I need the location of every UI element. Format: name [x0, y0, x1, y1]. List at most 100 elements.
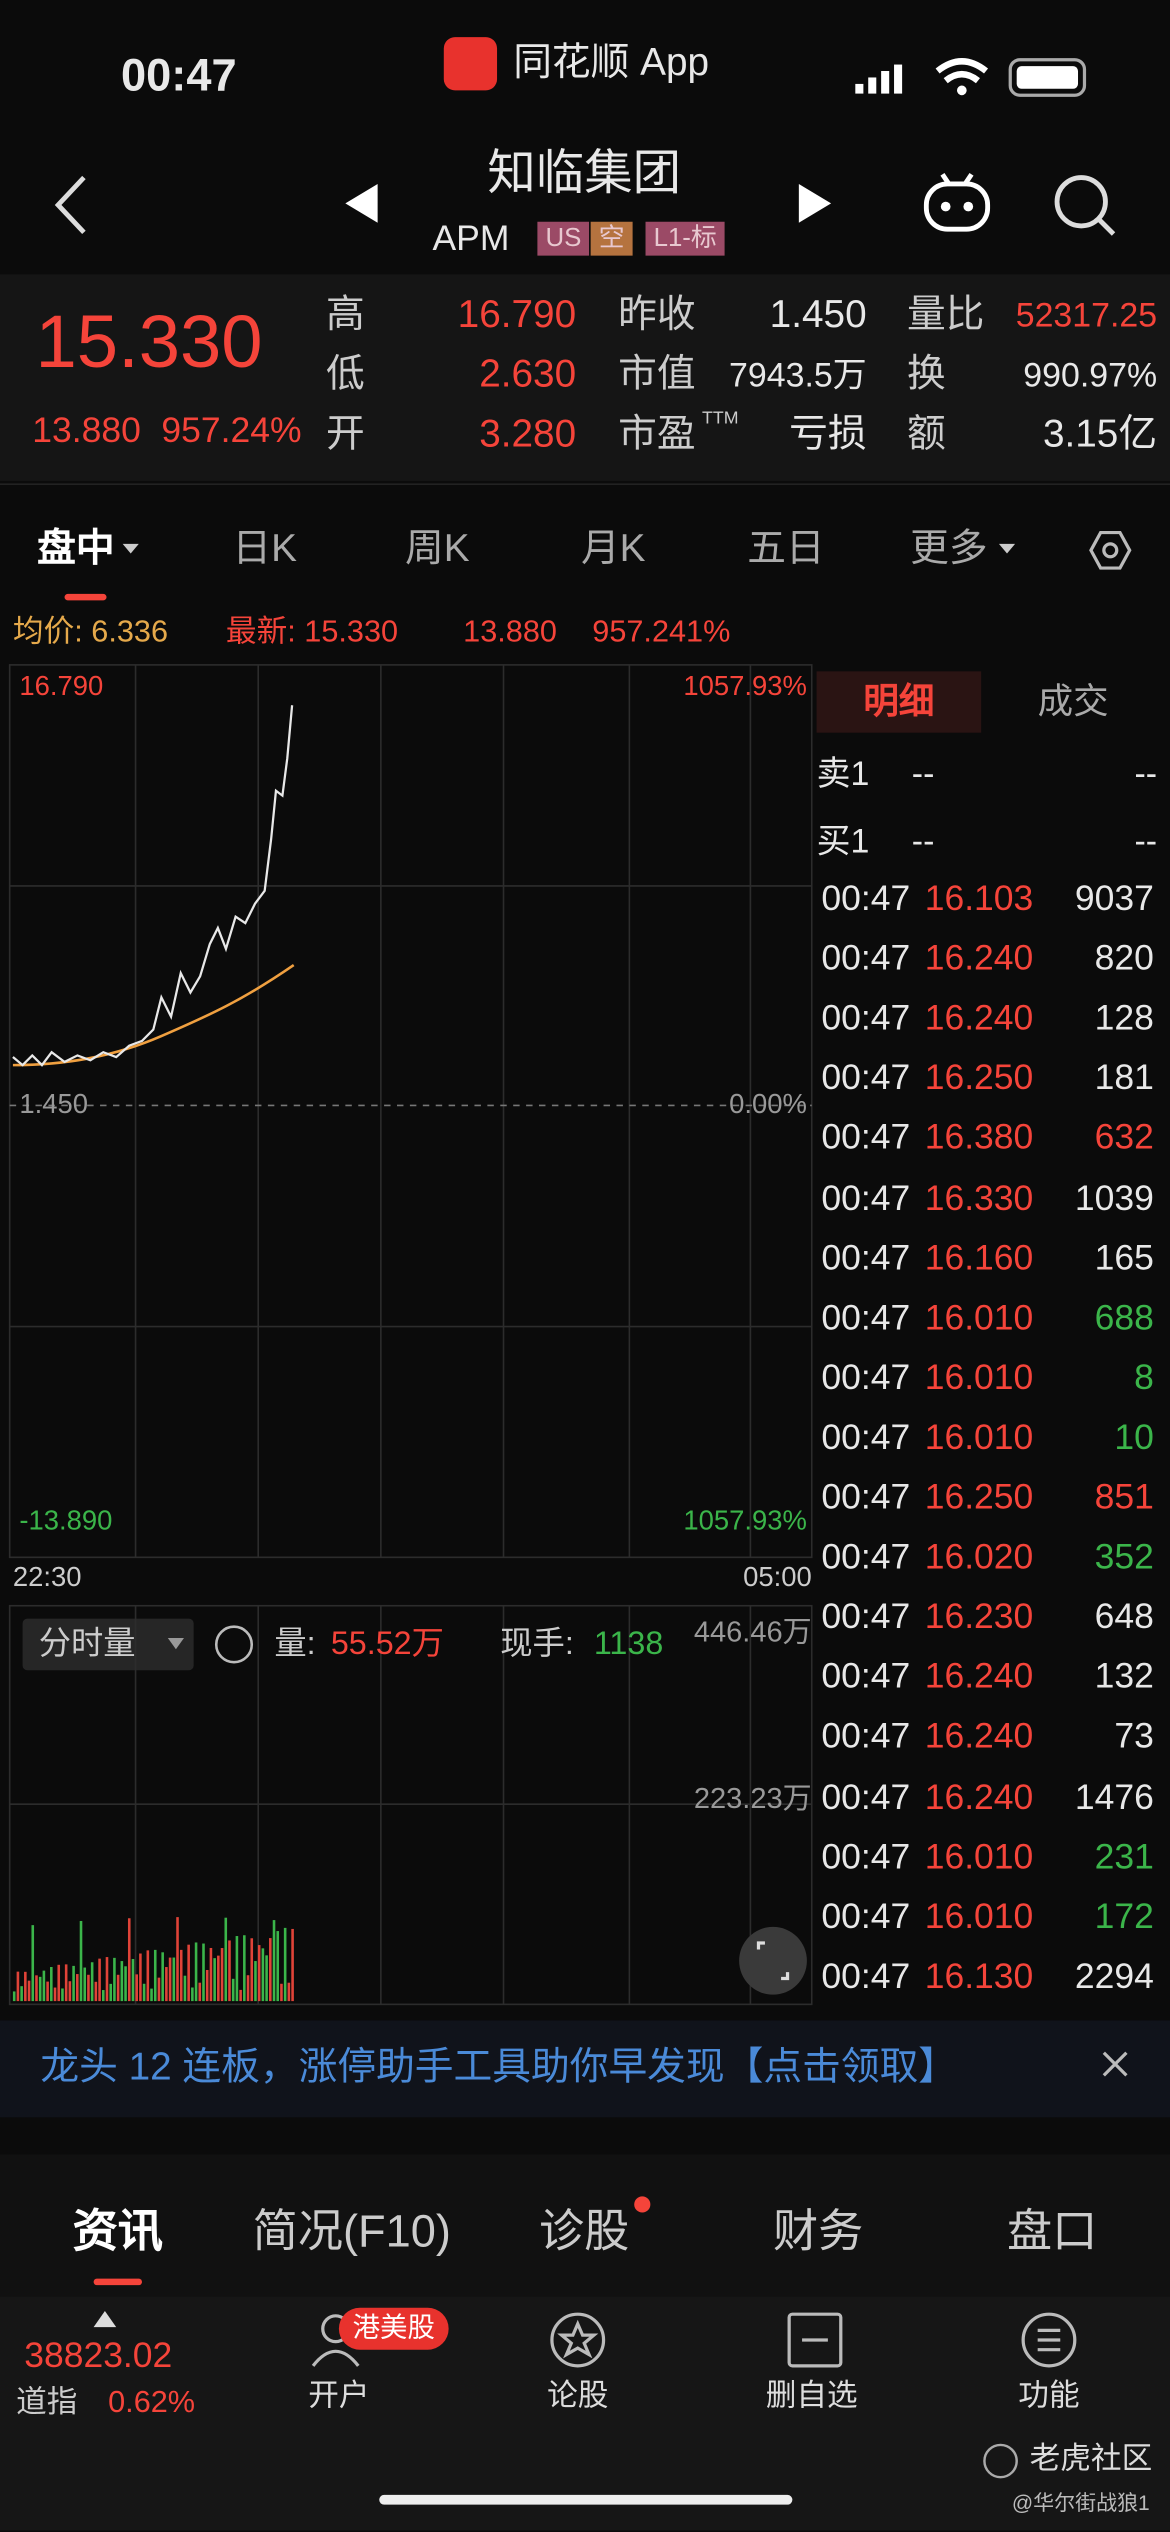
- bottom-tab[interactable]: 资讯: [72, 2206, 164, 2257]
- trade-price: 16.160: [924, 1236, 1034, 1278]
- volume-bar: [31, 1925, 35, 2002]
- next-stock[interactable]: [798, 183, 832, 223]
- trade-price: 16.020: [924, 1536, 1034, 1577]
- bottom-tab[interactable]: 诊股: [538, 2206, 630, 2257]
- volume-bar: [224, 1917, 228, 2002]
- footer-action[interactable]: 功能: [1018, 2379, 1080, 2414]
- expand-button[interactable]: [739, 1926, 807, 1995]
- banner-close[interactable]: [1102, 2051, 1128, 2077]
- tab-caret: [122, 543, 139, 554]
- footer-action[interactable]: 删自选: [765, 2379, 858, 2414]
- trade-time: 00:47: [821, 1236, 911, 1278]
- price-change: 13.880: [32, 409, 141, 450]
- watermark-user: @华尔街战狼1: [1011, 2490, 1150, 2515]
- trade-price: 16.010: [924, 1895, 1034, 1936]
- robot-eye: [963, 201, 974, 212]
- volume-bar: [50, 1966, 53, 2002]
- trade-volume: 128: [1094, 997, 1154, 1038]
- tab-caret: [998, 543, 1016, 554]
- stat-value: 990.97%: [1023, 357, 1158, 395]
- volume-bar: [27, 1980, 31, 2002]
- footer-action[interactable]: 开户: [308, 2379, 370, 2414]
- order-price: --: [911, 755, 935, 794]
- panel-tab[interactable]: 明细: [863, 680, 935, 722]
- tab-highlight: [816, 671, 982, 733]
- volume-bar: [165, 1967, 168, 2002]
- trade-price: 16.240: [924, 1655, 1034, 1697]
- volume-bar: [42, 1970, 46, 2002]
- trade-time: 00:47: [821, 1655, 911, 1697]
- time-label: 05:00: [743, 1561, 812, 1593]
- avg-price-line: [12, 963, 295, 1067]
- bottom-tab[interactable]: 财务: [772, 2206, 864, 2257]
- volume-bar: [72, 1965, 75, 2002]
- volume-value: 55.52万: [330, 1626, 444, 1663]
- volume-bar: [142, 1983, 146, 2002]
- trade-price: 16.330: [924, 1176, 1034, 1218]
- volume-selector[interactable]: 分时量: [38, 1626, 136, 1663]
- bottom-tab[interactable]: 简况(F10): [252, 2206, 451, 2257]
- volume-bar: [61, 1988, 64, 2002]
- stock-name: 知临集团: [487, 146, 682, 201]
- stat-value: 2.630: [479, 352, 577, 397]
- avg-price: 均价: 6.336: [12, 615, 169, 650]
- price-change-pct: 957.24%: [161, 409, 302, 450]
- stat-value: 16.790: [457, 293, 577, 337]
- stat-label: 昨收: [618, 293, 696, 337]
- volume-bar: [283, 1927, 287, 2002]
- prev-stock[interactable]: [345, 183, 378, 223]
- period-tab[interactable]: 更多: [910, 527, 988, 571]
- trade-volume: 9037: [1074, 877, 1154, 918]
- trade-price: 16.250: [924, 1057, 1034, 1098]
- volume-bars: [12, 1917, 294, 2002]
- home-indicator: [379, 2494, 793, 2505]
- period-tab[interactable]: 月K: [580, 527, 646, 571]
- order-volume: --: [1134, 755, 1158, 794]
- period-tab[interactable]: 日K: [232, 527, 297, 571]
- panel-tab[interactable]: 成交: [1037, 680, 1109, 722]
- stat-label: 低: [325, 352, 365, 397]
- footer-action[interactable]: 论股: [547, 2379, 609, 2414]
- trade-time: 00:47: [821, 1715, 911, 1757]
- trade-time: 00:47: [821, 1775, 911, 1817]
- axis-label: 1057.93%: [683, 671, 807, 702]
- banner-bg[interactable]: [0, 2020, 1170, 2118]
- volume-bar: [146, 1950, 150, 2002]
- robot-icon[interactable]: [923, 172, 991, 232]
- axis-label: 223.23万: [693, 1781, 812, 1815]
- axis-label: 0.00%: [729, 1088, 807, 1120]
- trade-volume: 231: [1094, 1835, 1154, 1876]
- trade-time: 00:47: [821, 1057, 911, 1098]
- period-tab[interactable]: 五日: [747, 527, 825, 571]
- price-line: [12, 705, 294, 1067]
- stock-tag: US: [537, 221, 590, 256]
- settings-dot: [1102, 542, 1119, 559]
- search-icon[interactable]: [1054, 175, 1116, 236]
- selector-box[interactable]: [22, 1618, 194, 1671]
- volume-bar: [235, 1936, 239, 2002]
- period-tab[interactable]: 周K: [405, 527, 470, 571]
- bottom-tab[interactable]: 盘口: [1006, 2206, 1098, 2257]
- app-icon: [443, 37, 498, 91]
- help-icon[interactable]: [214, 1625, 254, 1664]
- volume-bar: [12, 1991, 16, 2002]
- volume-bar: [131, 1958, 135, 2002]
- volume-bar: [191, 1987, 194, 2002]
- order-price: --: [911, 823, 935, 861]
- volume-bar: [24, 1971, 27, 2002]
- clock: 00:47: [121, 50, 237, 101]
- stat-value: 3.15亿: [1042, 412, 1158, 457]
- volume-bar: [83, 1967, 87, 2002]
- volume-bar: [68, 1981, 72, 2002]
- back-button[interactable]: [54, 175, 86, 235]
- promo-banner[interactable]: 龙头 12 连板，涨停助手工具助你早发现【点击领取】: [40, 2045, 958, 2090]
- trade-volume: 172: [1094, 1895, 1154, 1936]
- stat-label: 高: [325, 293, 365, 337]
- volume-bar: [105, 1957, 109, 2002]
- volume-bar: [194, 1942, 198, 2002]
- settings-icon[interactable]: [1089, 530, 1132, 570]
- volume-bar: [127, 1918, 131, 2002]
- trade-volume: 688: [1094, 1296, 1154, 1338]
- period-tab[interactable]: 盘中: [37, 527, 115, 571]
- battery-level: [1016, 66, 1079, 89]
